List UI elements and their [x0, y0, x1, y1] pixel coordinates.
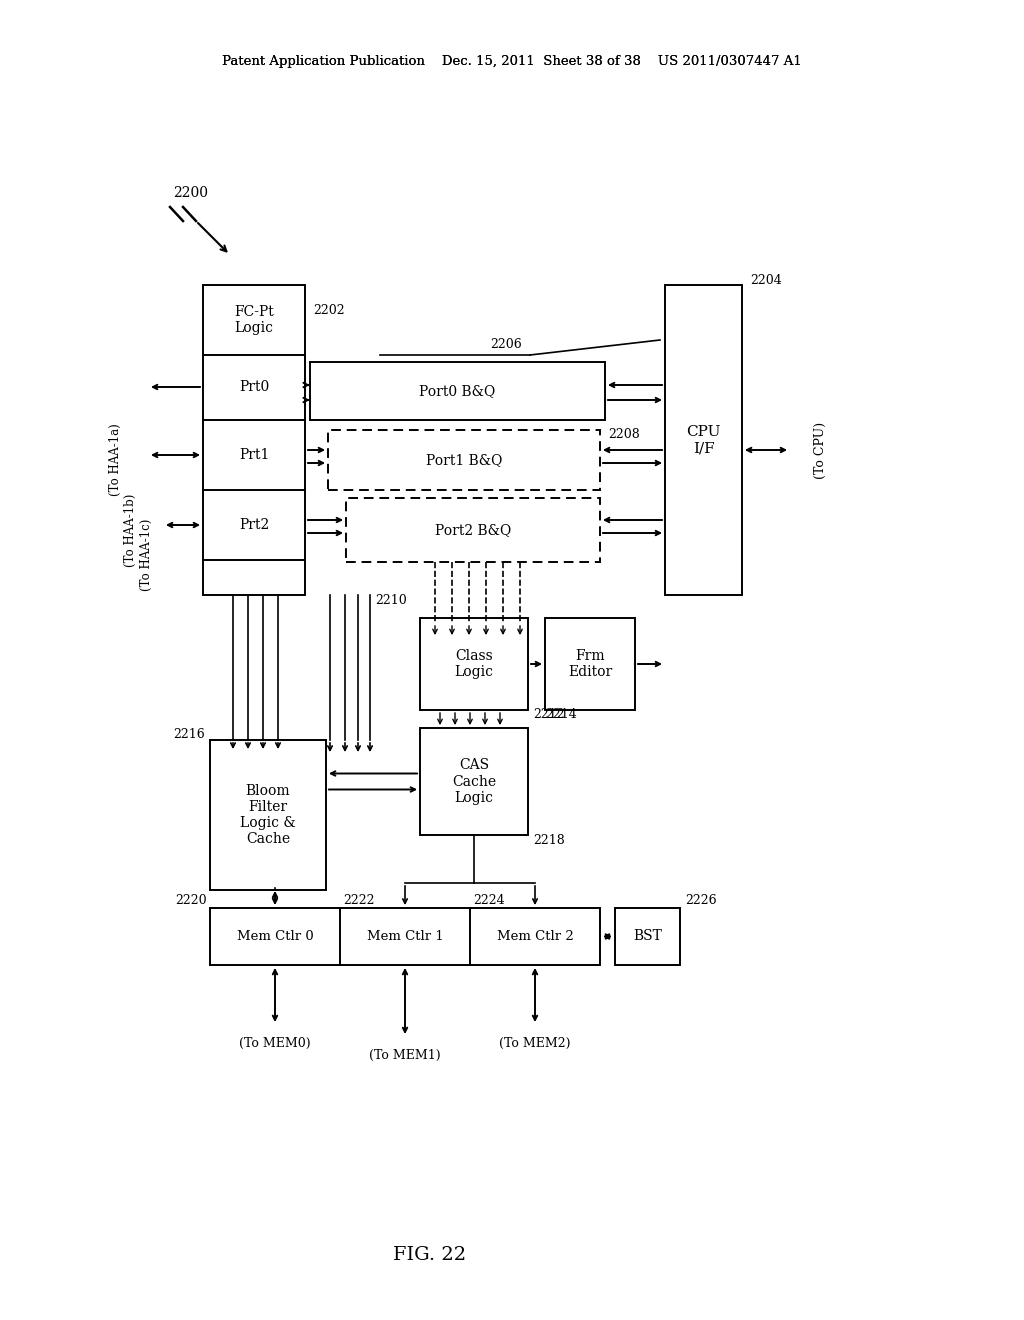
Bar: [665, 285, 742, 595]
Text: 2226: 2226: [685, 894, 717, 907]
Text: 2212: 2212: [534, 709, 564, 722]
Text: 2210: 2210: [375, 594, 407, 606]
Text: BST: BST: [633, 929, 662, 944]
Text: CPU
I/F: CPU I/F: [686, 425, 721, 455]
Text: (To MEM2): (To MEM2): [500, 1036, 570, 1049]
Text: 2206: 2206: [490, 338, 522, 351]
Text: 2224: 2224: [473, 894, 505, 907]
Bar: [310, 362, 605, 420]
Bar: [615, 908, 680, 965]
Text: (To HAA-1b): (To HAA-1b): [124, 494, 136, 566]
Bar: [545, 618, 635, 710]
Text: (To HAA-1a): (To HAA-1a): [109, 424, 122, 496]
Text: 2222: 2222: [343, 894, 375, 907]
Text: 2202: 2202: [313, 304, 345, 317]
Text: Mem Ctlr 1: Mem Ctlr 1: [367, 931, 443, 942]
Bar: [346, 498, 600, 562]
Text: (To HAA-1c): (To HAA-1c): [139, 519, 153, 591]
Text: 2200: 2200: [173, 186, 208, 201]
Text: FIG. 22: FIG. 22: [393, 1246, 467, 1265]
Bar: [420, 729, 528, 836]
Text: Port1 B&Q: Port1 B&Q: [426, 453, 502, 467]
Bar: [420, 618, 528, 710]
Text: Frm
Editor: Frm Editor: [568, 649, 612, 678]
Text: Patent Application Publication    Dec. 15, 2011  Sheet 38 of 38    US 2011/03074: Patent Application Publication Dec. 15, …: [222, 55, 802, 69]
Bar: [210, 741, 326, 890]
Text: 2216: 2216: [173, 729, 205, 742]
Text: Prt1: Prt1: [239, 447, 269, 462]
Text: Prt2: Prt2: [239, 517, 269, 532]
Text: Class
Logic: Class Logic: [455, 649, 494, 678]
Text: 2214: 2214: [545, 709, 577, 722]
Text: Mem Ctlr 0: Mem Ctlr 0: [237, 931, 313, 942]
Text: CAS
Cache
Logic: CAS Cache Logic: [452, 758, 496, 805]
Text: FC-Pt
Logic: FC-Pt Logic: [234, 305, 273, 335]
Text: Port2 B&Q: Port2 B&Q: [435, 523, 511, 537]
Text: (To CPU): (To CPU): [813, 421, 826, 479]
Text: Bloom
Filter
Logic &
Cache: Bloom Filter Logic & Cache: [240, 784, 296, 846]
Text: 2208: 2208: [608, 429, 640, 441]
Text: Mem Ctlr 2: Mem Ctlr 2: [497, 931, 573, 942]
Bar: [328, 430, 600, 490]
Bar: [210, 908, 600, 965]
Text: Prt0: Prt0: [239, 380, 269, 393]
Bar: [203, 285, 305, 595]
Text: 2218: 2218: [534, 833, 565, 846]
Text: Patent Application Publication    Dec. 15, 2011  Sheet 38 of 38    US 2011/03074: Patent Application Publication Dec. 15, …: [222, 55, 802, 69]
Text: 2204: 2204: [750, 273, 781, 286]
Text: (To MEM0): (To MEM0): [240, 1036, 311, 1049]
Text: (To MEM1): (To MEM1): [370, 1048, 440, 1061]
Text: 2220: 2220: [175, 894, 207, 907]
Text: Port0 B&Q: Port0 B&Q: [420, 384, 496, 399]
